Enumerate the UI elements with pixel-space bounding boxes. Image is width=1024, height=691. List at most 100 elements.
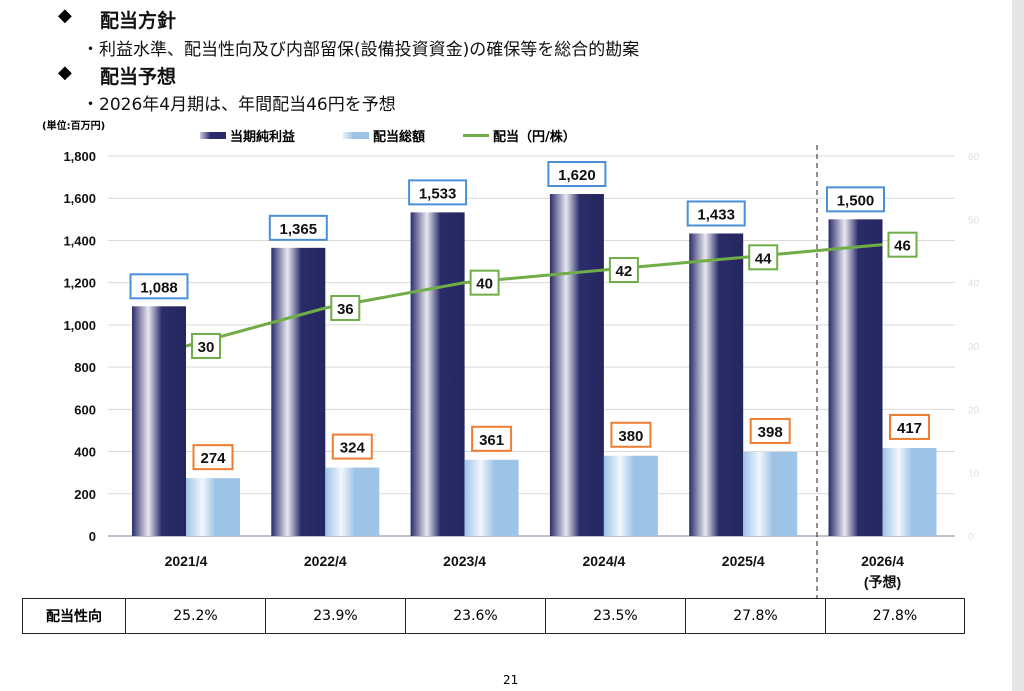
forecast-text: ・2026年4月期は、年間配当46円を予想 <box>82 95 396 115</box>
payout-ratio-cell: 25.2% <box>125 598 266 634</box>
net-income-bar <box>549 194 604 536</box>
total-dividend-data-label-box <box>610 421 652 448</box>
payout-ratio-cell: 27.8% <box>825 598 965 634</box>
dividend-data-label: 40 <box>476 276 493 293</box>
legend-label: 配当総額 <box>373 130 426 145</box>
right-axis-tick-label: 50 <box>968 215 980 226</box>
payout-ratio-label: 配当性向 <box>22 598 126 634</box>
total-dividend-data-label: 274 <box>200 450 226 467</box>
x-axis-tick-sublabel: (予想) <box>864 574 901 590</box>
payout-ratio-cell: 23.5% <box>545 598 686 634</box>
left-axis-tick-label: 1,400 <box>63 233 96 248</box>
x-axis-tick-label: 2026/4 <box>861 553 904 569</box>
dividend-data-label-box <box>748 244 779 271</box>
net-income-bar <box>132 306 186 536</box>
dividend-data-label: 44 <box>755 250 772 267</box>
total-dividend-bar <box>186 478 240 536</box>
table-row: 配当性向 25.2% 23.9% 23.6% 23.5% 27.8% 27.8% <box>22 598 965 634</box>
total-dividend-data-label-box <box>192 444 234 471</box>
left-axis-tick-label: 200 <box>74 487 96 502</box>
legend-item-dividend-per-share: 配当（円/株） <box>463 126 576 145</box>
total-dividend-bar <box>603 455 658 536</box>
total-dividend-bar <box>743 451 798 536</box>
payout-ratio-cell: 23.9% <box>265 598 406 634</box>
net-income-data-label: 1,365 <box>280 221 318 238</box>
total-dividend-data-label: 417 <box>897 420 922 437</box>
total-dividend-bar <box>464 459 519 536</box>
total-dividend-bar <box>325 467 380 536</box>
net-income-data-label: 1,533 <box>419 185 457 202</box>
left-axis-tick-label: 0 <box>89 529 96 544</box>
net-income-bar <box>410 212 465 536</box>
left-axis-tick-label: 800 <box>74 360 96 375</box>
x-axis-tick-label: 2021/4 <box>165 553 208 569</box>
net-income-data-label-box <box>129 273 189 300</box>
legend-item-net-income: 当期純利益 <box>200 126 295 145</box>
total-dividend-data-label-box <box>749 417 791 444</box>
net-income-data-label-box <box>547 161 607 187</box>
net-income-bar <box>271 247 326 537</box>
diamond-bullet-icon: ◆ <box>58 5 72 26</box>
legend-label: 配当（円/株） <box>493 130 576 145</box>
x-axis-tick-label: 2025/4 <box>722 553 765 569</box>
legend-swatch <box>343 132 369 139</box>
left-axis-tick-label: 400 <box>74 445 96 460</box>
dividend-data-label-box <box>469 269 500 296</box>
left-axis-tick-label: 1,800 <box>63 149 96 164</box>
diamond-bullet-icon: ◆ <box>58 62 72 83</box>
total-dividend-data-label-box <box>889 413 930 440</box>
total-dividend-data-label: 380 <box>618 428 643 445</box>
dividend-data-label-box <box>330 295 361 321</box>
net-income-data-label-box <box>826 186 885 213</box>
legend-item-total-dividend: 配当総額 <box>343 126 425 145</box>
policy-title: 配当方針 <box>100 10 177 32</box>
policy-text: ・利益水準、配当性向及び内部留保(設備投資資金)の確保等を総合的勘案 <box>82 40 640 60</box>
dividend-chart: 0 200 400 600 800 1,000 1,200 1,400 1,600 1,800 0 1… <box>63 145 980 598</box>
right-axis-tick-label: 10 <box>968 469 980 480</box>
dividend-data-label: 36 <box>337 301 354 318</box>
net-income-data-label-box <box>686 200 746 227</box>
right-axis-tick-label: 40 <box>968 279 980 290</box>
dividend-data-label-box <box>887 231 918 258</box>
net-income-data-label: 1,088 <box>140 279 178 296</box>
net-income-data-label: 1,433 <box>697 206 735 223</box>
total-dividend-data-label: 398 <box>758 424 783 441</box>
total-dividend-data-label: 324 <box>340 440 366 457</box>
right-axis-tick-label: 0 <box>968 532 974 543</box>
legend-label: 当期純利益 <box>230 130 296 145</box>
forecast-title: 配当予想 <box>100 66 177 88</box>
left-axis-tick-label: 600 <box>74 402 96 417</box>
total-dividend-data-label: 361 <box>479 432 504 449</box>
x-axis-tick-label: 2023/4 <box>443 553 486 569</box>
payout-ratio-cell: 27.8% <box>685 598 826 634</box>
total-dividend-data-label-box <box>331 433 373 460</box>
legend-swatch <box>463 134 489 137</box>
payout-ratio-table: 配当性向 25.2% 23.9% 23.6% 23.5% 27.8% 27.8% <box>22 598 965 634</box>
dividend-data-label-box <box>191 333 221 359</box>
dividend-data-label-box <box>608 257 639 283</box>
left-axis-tick-label: 1,200 <box>63 276 96 291</box>
dividend-data-label: 46 <box>894 238 911 255</box>
right-axis-tick-label: 30 <box>968 342 980 353</box>
net-income-data-label-box <box>408 179 468 206</box>
net-income-data-label: 1,500 <box>837 192 875 209</box>
unit-label: (単位:百万円) <box>42 121 106 132</box>
net-income-data-label: 1,620 <box>558 167 596 184</box>
total-dividend-data-label-box <box>471 425 513 452</box>
net-income-bar <box>689 233 744 536</box>
net-income-bar <box>828 219 883 537</box>
legend-swatch <box>200 132 226 139</box>
dividend-data-label: 30 <box>198 339 215 356</box>
net-income-data-label-box <box>268 214 328 241</box>
x-axis-tick-label: 2024/4 <box>582 553 625 569</box>
payout-ratio-cell: 23.6% <box>405 598 546 634</box>
left-axis-tick-label: 1,600 <box>63 191 96 206</box>
right-axis-tick-label: 60 <box>968 152 980 163</box>
left-axis-tick-label: 1,000 <box>63 318 96 333</box>
dividend-data-label: 42 <box>616 263 633 280</box>
total-dividend-bar <box>882 447 937 536</box>
right-axis-tick-label: 20 <box>968 405 980 416</box>
page-number: 21 <box>503 673 519 687</box>
x-axis-tick-label: 2022/4 <box>304 553 347 569</box>
